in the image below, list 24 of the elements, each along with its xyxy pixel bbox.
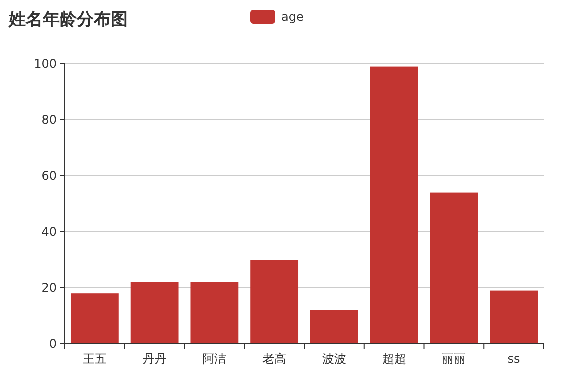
bar [430,192,478,344]
y-tick-label: 100 [34,57,57,72]
x-tick-label: 丹丹 [142,352,167,366]
chart-title: 姓名年龄分布图 [8,10,128,30]
x-tick-label: 丽丽 [442,352,466,366]
x-tick-label: 超超 [382,352,406,366]
bar [310,310,358,344]
y-tick-label: 20 [42,281,57,296]
legend-label: age [282,10,304,24]
bar [250,260,299,344]
bar [70,294,119,344]
bar [490,290,538,344]
y-tick-label: 40 [42,225,57,240]
x-tick-label: 王五 [82,352,107,366]
x-tick-label: ss [508,352,520,366]
bar [370,66,418,344]
x-tick-label: 老高 [262,352,287,366]
y-tick-label: 0 [49,337,57,352]
bar [190,282,239,344]
y-tick-label: 60 [42,169,57,184]
x-tick-label: 波波 [322,352,346,366]
x-tick-label: 阿洁 [202,352,227,366]
y-tick-label: 80 [42,113,57,128]
bar [130,282,179,344]
